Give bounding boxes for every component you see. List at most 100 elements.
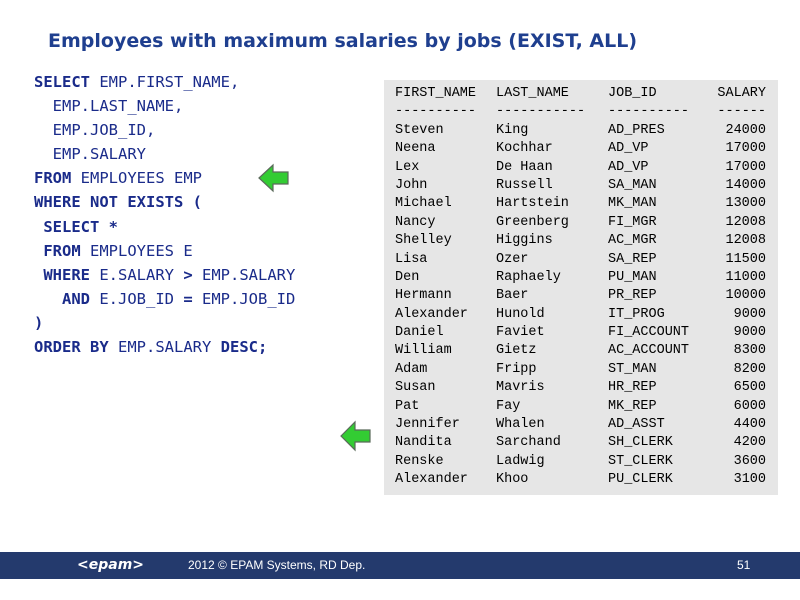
table-cell: ---------- [608, 104, 690, 120]
table-cell: 17000 [725, 141, 766, 157]
table-row: Den Raphaely PU_MAN 11000 [395, 269, 766, 287]
table-cell: Steven [395, 122, 444, 138]
table-cell: 4400 [733, 417, 766, 433]
table-cell: Greenberg [496, 214, 569, 230]
table-cell: Raphaely [496, 269, 561, 285]
table-cell: Whalen [496, 417, 545, 433]
arrow-left-icon [258, 163, 289, 193]
table-cell: 6000 [733, 398, 766, 414]
sql-keyword: SELECT [34, 73, 100, 91]
query-result-table: FIRST_NAME LAST_NAME JOB_ID SALARY ---------… [395, 85, 766, 490]
table-cell: Baer [496, 288, 529, 304]
table-header-row: FIRST_NAME LAST_NAME JOB_ID SALARY [395, 85, 766, 103]
sql-line: EMP.LAST_NAME, [34, 94, 295, 118]
table-cell: LAST_NAME [496, 86, 569, 101]
table-cell: 3600 [733, 453, 766, 469]
table-cell: 12008 [725, 214, 766, 230]
table-cell: MK_REP [608, 398, 657, 414]
table-cell: JOB_ID [608, 86, 657, 101]
table-cell: ----------- [496, 104, 586, 120]
table-cell: Den [395, 269, 420, 285]
sql-text: EMP.FIRST_NAME, [99, 73, 240, 91]
table-cell: Gietz [496, 343, 537, 359]
sql-text: EMP.SALARY [34, 145, 146, 164]
table-cell: AD_ASST [608, 417, 665, 433]
sql-keyword: = [183, 289, 193, 308]
table-cell: PU_CLERK [608, 472, 673, 488]
sql-keyword: WHERE [34, 265, 100, 284]
sql-line: WHERE NOT EXISTS ( [34, 190, 295, 214]
epam-logo: <epam> [77, 557, 145, 573]
table-cell: Hermann [395, 288, 452, 304]
table-cell: AC_ACCOUNT [608, 343, 690, 359]
table-cell: 9000 [733, 325, 766, 341]
table-cell: Fay [496, 398, 521, 414]
table-cell: 6500 [733, 380, 766, 396]
sql-line: ORDER BY EMP.SALARY DESC; [34, 335, 295, 359]
sql-line: FROM EMPLOYEES EMP [34, 166, 295, 190]
sql-line: SELECT EMP.FIRST_NAME, [34, 70, 295, 94]
table-cell: Susan [395, 380, 436, 396]
table-row: Lisa Ozer SA_REP 11500 [395, 251, 766, 269]
table-cell: ST_CLERK [608, 453, 673, 469]
table-cell: De Haan [496, 159, 553, 175]
sql-keyword: WHERE NOT EXISTS ( [34, 193, 202, 212]
sql-line: WHERE E.SALARY > EMP.SALARY [34, 263, 295, 287]
table-cell: Fripp [496, 361, 537, 377]
table-cell: Sarchand [496, 435, 561, 451]
table-row: Adam Fripp ST_MAN 8200 [395, 361, 766, 379]
sql-text: E.JOB_ID [99, 289, 184, 308]
sql-text: EMP.LAST_NAME, [34, 97, 184, 116]
table-cell: IT_PROG [608, 306, 665, 322]
table-cell: Hunold [496, 306, 545, 322]
table-cell: AC_MGR [608, 233, 657, 249]
table-cell: 9000 [733, 306, 766, 322]
table-cell: 8200 [733, 361, 766, 377]
table-cell: ---------- [395, 104, 477, 120]
table-separator-row: ---------- ----------- ---------- ------ [395, 103, 766, 121]
table-cell: Michael [395, 196, 452, 212]
sql-text: EMPLOYEES EMP [80, 169, 202, 188]
table-cell: Lex [395, 159, 420, 175]
table-row: Daniel Faviet FI_ACCOUNT 9000 [395, 324, 766, 342]
table-row: Nandita Sarchand SH_CLERK 4200 [395, 434, 766, 452]
sql-keyword: > [183, 265, 193, 284]
table-row: Michael Hartstein MK_MAN 13000 [395, 195, 766, 213]
sql-keyword: SELECT * [34, 217, 118, 236]
table-cell: 17000 [725, 159, 766, 175]
table-cell: 4200 [733, 435, 766, 451]
table-cell: AD_VP [608, 159, 649, 175]
sql-line: EMP.SALARY [34, 142, 295, 166]
table-cell: AD_PRES [608, 122, 665, 138]
table-cell: King [496, 122, 529, 138]
table-cell: Alexander [395, 306, 468, 322]
table-row: Jennifer Whalen AD_ASST 4400 [395, 416, 766, 434]
table-cell: FIRST_NAME [395, 86, 477, 101]
sql-text: EMP.SALARY [192, 265, 296, 284]
sql-text: EMPLOYEES E [90, 241, 193, 260]
table-cell: Faviet [496, 325, 545, 341]
sql-keyword: ) [34, 313, 44, 332]
table-cell: Higgins [496, 233, 553, 249]
sql-keyword: FROM [34, 169, 81, 188]
table-cell: Adam [395, 361, 428, 377]
table-row: Lex De Haan AD_VP 17000 [395, 159, 766, 177]
table-cell: ST_MAN [608, 361, 657, 377]
sql-line: FROM EMPLOYEES E [34, 239, 295, 263]
table-row: Renske Ladwig ST_CLERK 3600 [395, 453, 766, 471]
table-cell: SA_REP [608, 251, 657, 267]
table-cell: AD_VP [608, 141, 649, 157]
table-cell: Hartstein [496, 196, 569, 212]
arrow-left-icon [340, 420, 371, 452]
table-cell: FI_ACCOUNT [608, 325, 690, 341]
table-cell: Shelley [395, 233, 452, 249]
table-row: William Gietz AC_ACCOUNT 8300 [395, 342, 766, 360]
slide-title: Employees with maximum salaries by jobs … [48, 30, 638, 52]
sql-keyword: AND [34, 289, 100, 308]
table-cell: William [395, 343, 452, 359]
table-cell: Lisa [395, 251, 428, 267]
table-cell: SH_CLERK [608, 435, 673, 451]
table-row: Alexander Khoo PU_CLERK 3100 [395, 471, 766, 489]
table-row: John Russell SA_MAN 14000 [395, 177, 766, 195]
sql-code-block: SELECT EMP.FIRST_NAME, EMP.LAST_NAME, EM… [34, 70, 295, 359]
